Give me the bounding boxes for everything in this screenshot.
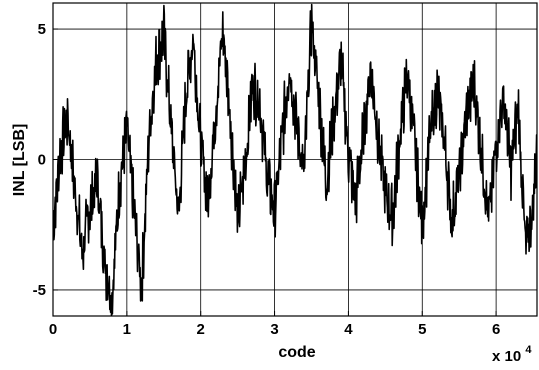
y-tick-label: 0 xyxy=(38,152,46,169)
y-tick-label: -5 xyxy=(33,282,46,299)
x-tick-label: 1 xyxy=(123,321,131,338)
x-axis-multiplier-base: x 10 xyxy=(492,348,521,365)
inl-series-line xyxy=(53,3,537,316)
x-tick-label: 5 xyxy=(418,321,426,338)
x-tick-label: 4 xyxy=(344,321,353,338)
y-axis-label: INL [LSB] xyxy=(11,124,28,197)
x-tick-label: 3 xyxy=(270,321,278,338)
x-tick-label: 6 xyxy=(492,321,500,338)
x-axis-multiplier-exponent: 4 xyxy=(525,344,532,356)
axis-ticks xyxy=(52,28,497,316)
x-tick-label: 2 xyxy=(197,321,205,338)
y-tick-label: 5 xyxy=(38,21,46,38)
x-axis-multiplier: x 10 4 xyxy=(492,344,532,365)
x-axis-label: code xyxy=(278,344,315,361)
x-tick-label: 0 xyxy=(49,321,57,338)
